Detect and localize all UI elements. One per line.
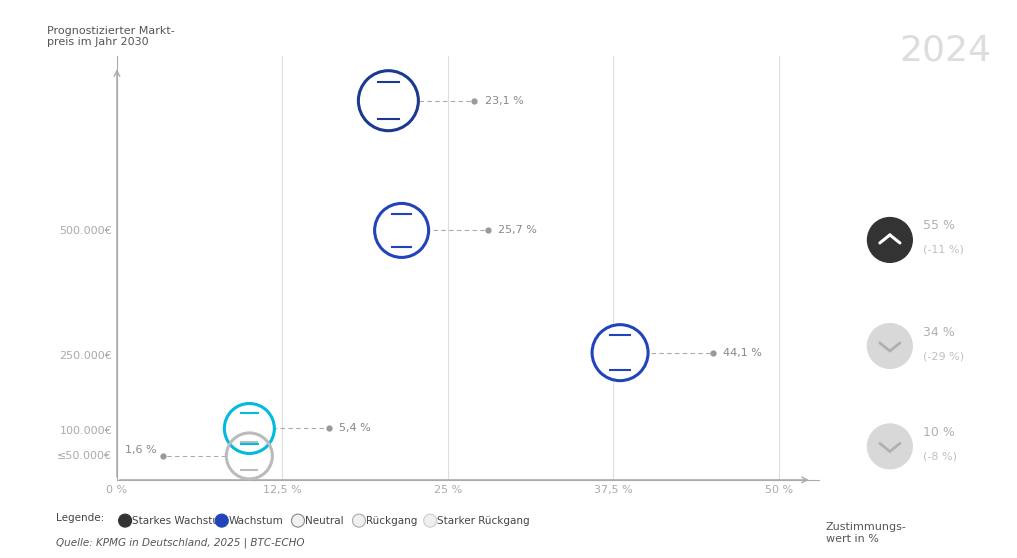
- Text: 23,1 %: 23,1 %: [485, 96, 524, 105]
- Text: B: B: [387, 214, 416, 247]
- Text: 2024: 2024: [900, 33, 992, 68]
- Text: Quelle: KPMG in Deutschland, 2025 | BTC-ECHO: Quelle: KPMG in Deutschland, 2025 | BTC-…: [56, 538, 304, 548]
- Text: 5,4 %: 5,4 %: [340, 424, 371, 434]
- Text: Starker Rückgang: Starker Rückgang: [437, 516, 530, 526]
- Text: B: B: [605, 336, 635, 369]
- Text: Neutral: Neutral: [305, 516, 344, 526]
- Text: (-29 %): (-29 %): [923, 351, 964, 361]
- Text: B: B: [236, 413, 262, 444]
- Text: 34 %: 34 %: [923, 325, 955, 339]
- Text: (-8 %): (-8 %): [923, 451, 957, 461]
- Text: 10 %: 10 %: [923, 426, 955, 439]
- Text: Prognostizierter Markt-
preis im Jahr 2030: Prognostizierter Markt- preis im Jahr 20…: [47, 26, 175, 47]
- Text: Zustimmungs-
wert in %: Zustimmungs- wert in %: [826, 522, 906, 544]
- Text: Wachstum: Wachstum: [229, 516, 284, 526]
- Text: (-11 %): (-11 %): [923, 245, 964, 255]
- Text: 25,7 %: 25,7 %: [498, 225, 537, 235]
- Text: Legende:: Legende:: [56, 513, 104, 523]
- Text: B: B: [237, 441, 261, 470]
- Text: 55 %: 55 %: [923, 219, 955, 233]
- Text: Rückgang: Rückgang: [366, 516, 418, 526]
- Text: B: B: [372, 82, 404, 119]
- Text: Starkes Wachstum: Starkes Wachstum: [132, 516, 230, 526]
- Text: 44,1 %: 44,1 %: [723, 348, 762, 358]
- Text: 1,6 %: 1,6 %: [125, 445, 157, 455]
